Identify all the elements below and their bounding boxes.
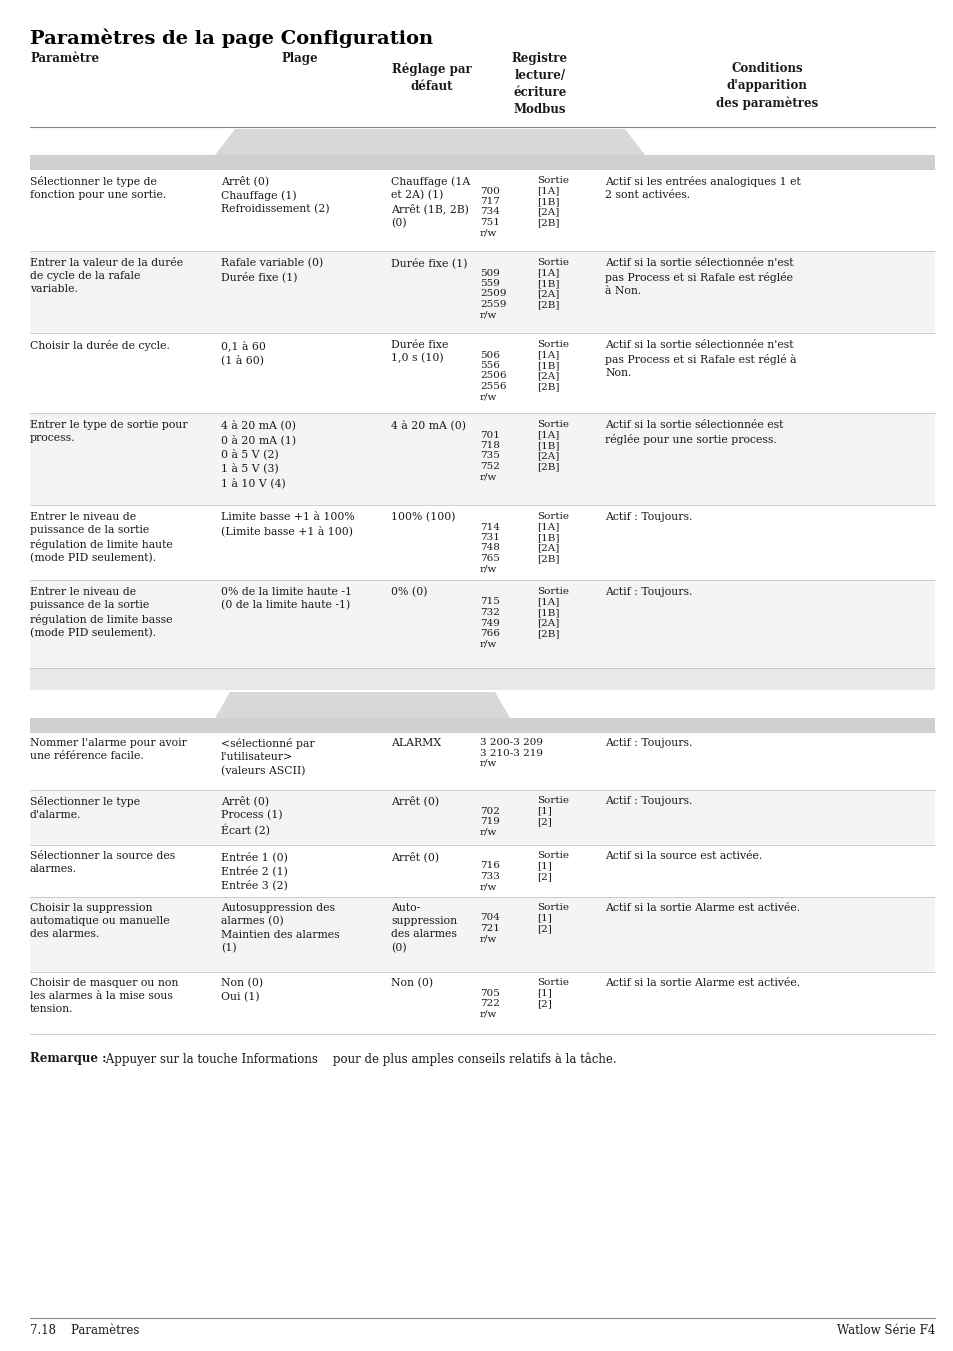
Text: 2506: 2506: [479, 372, 506, 381]
Text: Autosuppression des
alarmes (0)
Maintien des alarmes
(1): Autosuppression des alarmes (0) Maintien…: [221, 902, 339, 954]
Text: 704: 704: [479, 913, 499, 923]
Text: [1A]: [1A]: [537, 597, 558, 607]
Text: Paramètres de la page Configuration: Paramètres de la page Configuration: [30, 28, 433, 47]
Text: Non (0)
Oui (1): Non (0) Oui (1): [221, 978, 263, 1002]
Text: Rafale variable (0)
Durée fixe (1): Rafale variable (0) Durée fixe (1): [221, 258, 323, 282]
Text: Paramètre: Paramètre: [30, 51, 99, 65]
Text: 556: 556: [479, 361, 499, 370]
Text: Entrée 1 (0)
Entrée 2 (1)
Entrée 3 (2): Entrée 1 (0) Entrée 2 (1) Entrée 3 (2): [221, 851, 288, 890]
Text: 733: 733: [479, 871, 499, 881]
Text: r/w: r/w: [479, 935, 497, 943]
Text: Actif : Toujours.: Actif : Toujours.: [604, 738, 692, 748]
Text: [2B]: [2B]: [537, 554, 558, 563]
Text: Actif si la sortie Alarme est activée.: Actif si la sortie Alarme est activée.: [604, 978, 800, 988]
Text: Remarque :: Remarque :: [30, 1052, 107, 1065]
Text: Entrer la valeur de la durée
de cycle de la rafale
variable.: Entrer la valeur de la durée de cycle de…: [30, 258, 183, 295]
Text: Actif si la sortie sélectionnée n'est
pas Process et si Rafale est réglée
à Non.: Actif si la sortie sélectionnée n'est pa…: [604, 258, 793, 296]
Text: Réglage par
défaut: Réglage par défaut: [392, 62, 472, 92]
Text: [1B]: [1B]: [537, 534, 558, 542]
Text: Actif si la source est activée.: Actif si la source est activée.: [604, 851, 761, 861]
Text: Actif si la sortie sélectionnée est
réglée pour une sortie process.: Actif si la sortie sélectionnée est régl…: [604, 420, 782, 444]
Text: Arrêt (0): Arrêt (0): [391, 851, 438, 862]
Text: Non (0): Non (0): [391, 978, 433, 989]
Text: 719: 719: [479, 817, 499, 825]
Text: 722: 722: [479, 998, 499, 1008]
Text: 731: 731: [479, 534, 499, 542]
Text: [1B]: [1B]: [537, 361, 558, 370]
Text: [1B]: [1B]: [537, 608, 558, 617]
Text: 718: 718: [479, 440, 499, 450]
Text: r/w: r/w: [479, 759, 497, 767]
Text: Actif : Toujours.: Actif : Toujours.: [604, 512, 692, 521]
Text: Sélectionner la source des
alarmes.: Sélectionner la source des alarmes.: [30, 851, 175, 874]
Text: Actif : Toujours.: Actif : Toujours.: [604, 586, 692, 597]
Text: 715: 715: [479, 597, 499, 607]
Text: r/w: r/w: [479, 828, 497, 836]
Text: [1]: [1]: [537, 862, 551, 870]
Text: [1B]: [1B]: [537, 197, 558, 205]
Text: Choisir de masquer ou non
les alarmes à la mise sous
tension.: Choisir de masquer ou non les alarmes à …: [30, 978, 178, 1015]
Text: 2556: 2556: [479, 382, 506, 390]
Text: 735: 735: [479, 451, 499, 461]
Text: [2]: [2]: [537, 924, 551, 934]
Text: Watlow Série F4: Watlow Série F4: [836, 1324, 934, 1337]
Text: [2A]: [2A]: [537, 451, 558, 461]
Text: 559: 559: [479, 280, 499, 288]
Text: [2A]: [2A]: [537, 289, 558, 299]
Text: [2]: [2]: [537, 998, 551, 1008]
Bar: [30, 251, 934, 332]
Text: r/w: r/w: [479, 1009, 497, 1019]
Text: [2A]: [2A]: [537, 619, 558, 627]
Text: r/w: r/w: [479, 639, 497, 648]
Text: r/w: r/w: [479, 882, 497, 892]
Text: 714: 714: [479, 523, 499, 531]
Text: [1A]: [1A]: [537, 186, 558, 196]
Text: Actif si la sortie sélectionnée n'est
pas Process et si Rafale est réglé à
Non.: Actif si la sortie sélectionnée n'est pa…: [604, 340, 796, 378]
Text: [1]: [1]: [537, 807, 551, 816]
Text: 2559: 2559: [479, 300, 506, 309]
Text: Actif si la sortie Alarme est activée.: Actif si la sortie Alarme est activée.: [604, 902, 800, 913]
Text: 705: 705: [479, 989, 499, 997]
Text: [1A]: [1A]: [537, 350, 558, 359]
Text: Sortie: Sortie: [537, 176, 568, 185]
Text: [1B]: [1B]: [537, 280, 558, 288]
Text: [2B]: [2B]: [537, 300, 558, 309]
Text: Limite basse +1 à 100%
(Limite basse +1 à 100): Limite basse +1 à 100% (Limite basse +1 …: [221, 512, 355, 536]
Text: 2509: 2509: [479, 289, 506, 299]
Text: 0,1 à 60
(1 à 60): 0,1 à 60 (1 à 60): [221, 340, 266, 365]
Text: 3 210-3 219: 3 210-3 219: [479, 748, 542, 758]
Text: 0% de la limite haute -1
(0 de la limite haute -1): 0% de la limite haute -1 (0 de la limite…: [221, 586, 352, 611]
Text: 700: 700: [479, 186, 499, 196]
Text: 3 200-3 209: 3 200-3 209: [479, 738, 542, 747]
Text: [1A]: [1A]: [537, 431, 558, 439]
Text: Auto-
suppression
des alarmes
(0): Auto- suppression des alarmes (0): [391, 902, 456, 952]
Text: [1A]: [1A]: [537, 269, 558, 277]
Text: Actif si les entrées analogiques 1 et
2 sont activées.: Actif si les entrées analogiques 1 et 2 …: [604, 176, 800, 200]
Polygon shape: [214, 692, 510, 717]
Text: Sortie: Sortie: [537, 586, 568, 596]
Text: Sortie: Sortie: [537, 512, 568, 521]
Text: [2A]: [2A]: [537, 543, 558, 553]
Text: Entrer le type de sortie pour
process.: Entrer le type de sortie pour process.: [30, 420, 188, 443]
Text: [2B]: [2B]: [537, 218, 558, 227]
Text: 751: 751: [479, 218, 499, 227]
Text: Appuyer sur la touche Informations    pour de plus amples conseils relatifs à la: Appuyer sur la touche Informations pour …: [102, 1052, 616, 1066]
Bar: [30, 667, 934, 690]
Text: 748: 748: [479, 543, 499, 553]
Text: Conditions
d'apparition
des paramètres: Conditions d'apparition des paramètres: [715, 62, 818, 109]
Text: Entrer le niveau de
puissance de la sortie
régulation de limite haute
(mode PID : Entrer le niveau de puissance de la sort…: [30, 512, 172, 563]
Text: 506: 506: [479, 350, 499, 359]
Text: [2A]: [2A]: [537, 372, 558, 381]
Text: 732: 732: [479, 608, 499, 617]
Text: Registre
lecture/
écriture
Modbus: Registre lecture/ écriture Modbus: [512, 51, 567, 116]
Text: [2B]: [2B]: [537, 382, 558, 390]
Text: Sortie: Sortie: [537, 340, 568, 349]
Text: 509: 509: [479, 269, 499, 277]
Text: Sortie: Sortie: [537, 902, 568, 912]
Text: r/w: r/w: [479, 311, 497, 319]
Text: ALARMX: ALARMX: [391, 738, 440, 748]
Text: Arrêt (0): Arrêt (0): [391, 796, 438, 807]
Text: 749: 749: [479, 619, 499, 627]
Text: Sortie: Sortie: [537, 978, 568, 988]
Text: 7.18    Paramètres: 7.18 Paramètres: [30, 1324, 139, 1337]
